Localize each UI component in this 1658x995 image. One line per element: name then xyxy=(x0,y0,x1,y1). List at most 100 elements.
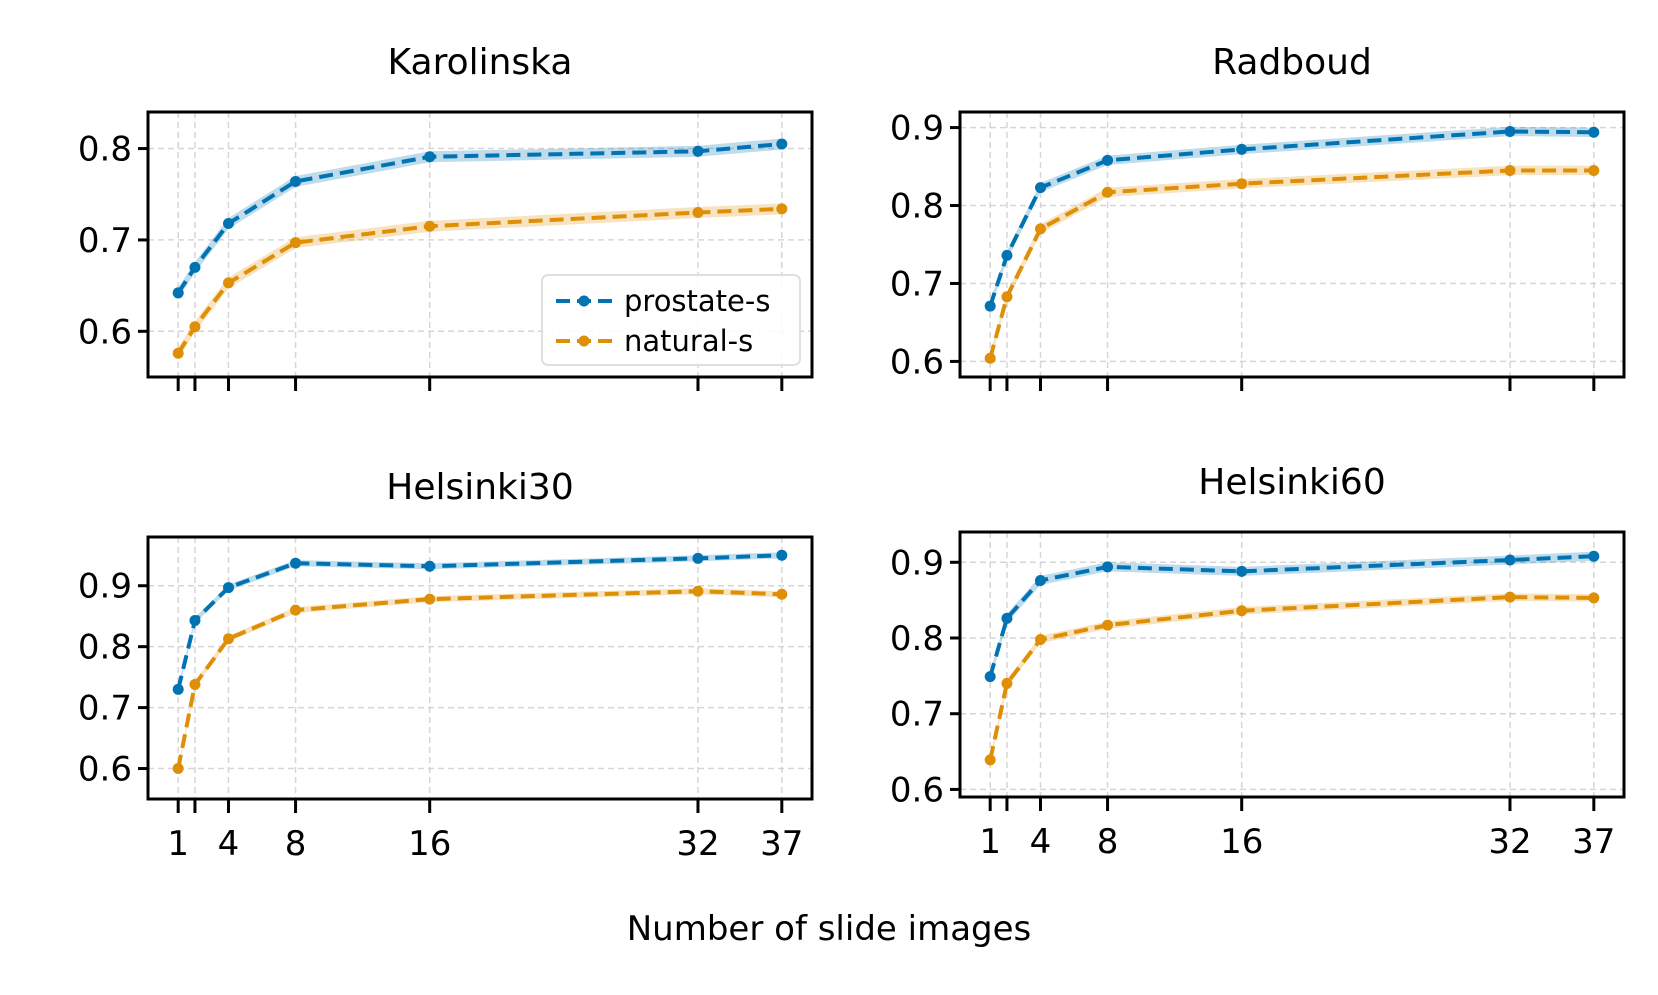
data-point xyxy=(1034,223,1046,235)
series-line xyxy=(988,129,1594,307)
data-point xyxy=(222,582,234,594)
data-point xyxy=(692,552,704,564)
data-point xyxy=(984,671,996,683)
data-point xyxy=(172,683,184,695)
data-point xyxy=(1588,550,1600,562)
data-point xyxy=(692,585,704,597)
data-point xyxy=(424,220,436,232)
x-tick-label: 1 xyxy=(167,824,189,864)
data-point xyxy=(692,207,704,219)
data-point xyxy=(1236,143,1248,155)
series-band xyxy=(178,203,782,359)
series-prostate-s xyxy=(984,125,1600,312)
data-point xyxy=(172,763,184,775)
data-point xyxy=(776,549,788,561)
data-point xyxy=(1034,634,1046,646)
grid-lines xyxy=(960,112,1624,377)
series-natural-s xyxy=(172,585,788,775)
legend: prostate-s natural-s xyxy=(541,274,801,366)
x-tick-label: 16 xyxy=(1220,822,1263,862)
panel-title: Helsinki30 xyxy=(386,467,573,508)
data-point xyxy=(1588,164,1600,176)
series-band xyxy=(990,165,1594,363)
x-tick-label: 1 xyxy=(979,822,1001,862)
data-point xyxy=(189,321,201,333)
y-tick-label: 0.7 xyxy=(78,221,132,261)
x-tick-label: 8 xyxy=(1097,822,1119,862)
series-prostate-s xyxy=(172,549,788,695)
panel-karolinska: 0.6 0.7 0.8 Karolinska prostate-s natural-s xyxy=(78,42,814,391)
x-tick-label: 32 xyxy=(676,824,719,864)
data-point xyxy=(172,347,184,359)
data-point xyxy=(1236,565,1248,577)
data-point xyxy=(776,138,788,150)
y-tick-label: 0.6 xyxy=(890,342,944,382)
y-tick-label: 0.7 xyxy=(890,695,944,735)
data-point xyxy=(984,300,996,312)
data-point xyxy=(1588,126,1600,138)
x-tick-label: 37 xyxy=(760,824,803,864)
data-point xyxy=(189,261,201,273)
data-point xyxy=(1001,677,1013,689)
data-point xyxy=(424,151,436,163)
data-point xyxy=(1102,186,1114,198)
data-point xyxy=(222,277,234,289)
y-tick-label: 0.9 xyxy=(890,109,944,149)
y-tick-label: 0.8 xyxy=(78,628,132,668)
data-point xyxy=(1001,249,1013,261)
data-point xyxy=(984,754,996,766)
data-point xyxy=(424,560,436,572)
x-tick-label: 8 xyxy=(285,824,307,864)
series-prostate-s xyxy=(172,138,788,299)
series-line xyxy=(988,554,1594,678)
y-tick-label: 0.8 xyxy=(890,619,944,659)
y-tick-label: 0.9 xyxy=(78,567,132,607)
data-point xyxy=(1102,619,1114,631)
data-point xyxy=(984,352,996,364)
axes-frame xyxy=(958,110,1626,379)
series-band xyxy=(178,138,782,299)
y-tick-label: 0.6 xyxy=(78,312,132,352)
y-tick-label: 0.7 xyxy=(78,689,132,729)
panel-radboud: 0.6 0.7 0.8 0.9 Radboud xyxy=(890,42,1626,391)
series-natural-s xyxy=(984,164,1600,364)
panel-title: Helsinki60 xyxy=(1198,462,1385,503)
data-point xyxy=(1588,592,1600,604)
data-point xyxy=(776,588,788,600)
data-point xyxy=(290,237,302,249)
series-prostate-s xyxy=(984,550,1600,683)
panel-title: Karolinska xyxy=(388,42,573,83)
panel-helsinki30: 0.6 0.7 0.8 0.9 1 4 8 16 32 37 Helsinki30 xyxy=(78,467,814,864)
data-point xyxy=(1001,291,1013,303)
x-tick-label: 37 xyxy=(1572,822,1615,862)
data-point xyxy=(290,175,302,187)
data-point xyxy=(424,593,436,605)
series-natural-s xyxy=(172,203,788,359)
data-point xyxy=(1102,154,1114,166)
data-point xyxy=(222,217,234,229)
series-natural-s xyxy=(984,591,1600,766)
data-point xyxy=(1236,605,1248,617)
y-tick-label: 0.6 xyxy=(78,750,132,790)
legend-label: prostate-s xyxy=(624,284,770,318)
legend-marker xyxy=(578,295,590,307)
panel-helsinki60: 0.6 0.7 0.8 0.9 1 4 8 16 32 37 Helsinki60 xyxy=(890,462,1626,862)
y-tick-label: 0.6 xyxy=(890,770,944,810)
axes-frame xyxy=(146,110,814,379)
data-point xyxy=(290,604,302,616)
data-point xyxy=(776,203,788,215)
data-point xyxy=(222,633,234,645)
series-band xyxy=(990,593,1594,764)
grid-lines xyxy=(148,537,812,799)
data-point xyxy=(290,557,302,569)
data-point xyxy=(1034,182,1046,194)
data-point xyxy=(1504,554,1516,566)
data-point xyxy=(1001,612,1013,624)
data-point xyxy=(692,145,704,157)
series-line xyxy=(988,595,1594,761)
x-tick-label: 16 xyxy=(408,824,451,864)
x-tick-label: 32 xyxy=(1488,822,1531,862)
data-point xyxy=(1504,591,1516,603)
y-tick-label: 0.9 xyxy=(890,543,944,583)
